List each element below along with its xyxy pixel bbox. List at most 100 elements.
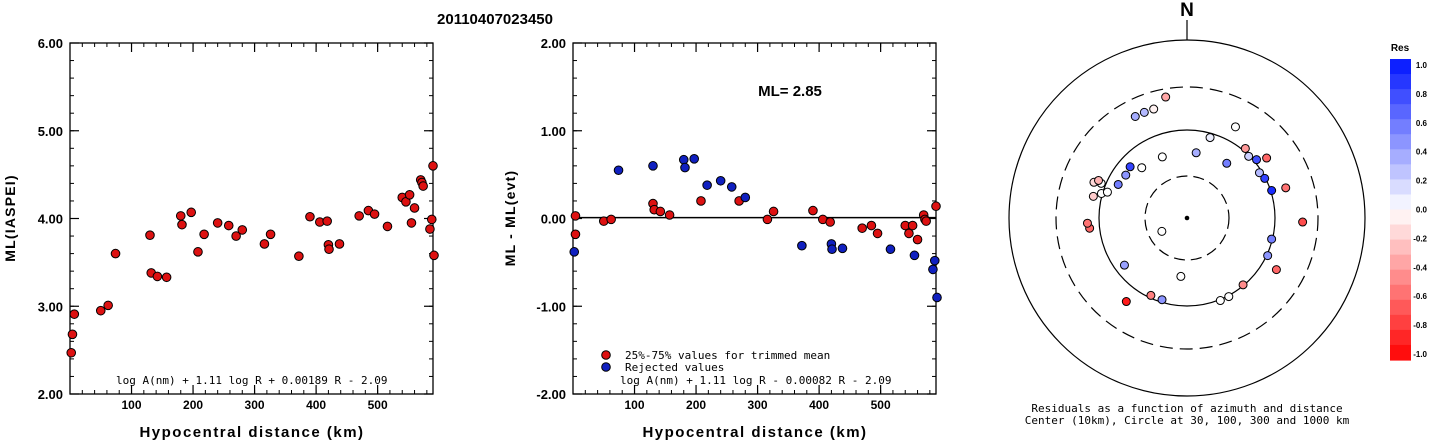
station-marker <box>1240 143 1250 153</box>
station-marker <box>1281 183 1291 193</box>
x-tick-label: 300 <box>748 398 768 412</box>
y-tick-label: 2.00 <box>38 387 63 402</box>
formula-label: log A(nm) + 1.11 log R + 0.00189 R - 2.0… <box>116 374 388 387</box>
data-point <box>921 216 931 226</box>
colorbar-title: Res <box>1391 43 1410 54</box>
tick-marks <box>70 42 433 395</box>
x-axis-label: Hypocentral distance (km) <box>642 424 867 441</box>
x-tick-label: 200 <box>686 398 706 412</box>
station-marker <box>1271 265 1281 275</box>
station-marker <box>1238 280 1248 290</box>
station-marker <box>1260 173 1270 183</box>
colorbar-tick-label: -0.4 <box>1413 263 1427 272</box>
colorbar-tick-label: -0.2 <box>1413 234 1427 243</box>
x-tick-labels: 100 200 300 400 500 <box>625 398 891 412</box>
station-marker <box>1161 92 1171 102</box>
data-point <box>678 154 689 165</box>
station-marker <box>1176 271 1186 281</box>
ml-annotation: ML= 2.85 <box>758 83 822 100</box>
station-marker <box>1157 295 1167 305</box>
y-tick-labels: 2.00 3.00 4.00 5.00 6.00 <box>38 36 63 402</box>
colorbar-tick-label: 0.2 <box>1416 177 1428 186</box>
station-marker <box>1205 133 1215 143</box>
data-point <box>161 272 172 283</box>
station-marker <box>1267 185 1277 195</box>
data-point <box>212 218 223 228</box>
data-point <box>103 300 113 311</box>
x-tick-label: 300 <box>245 398 265 412</box>
station-marker <box>1215 296 1225 306</box>
colorbar-cell <box>1390 134 1411 150</box>
data-point <box>702 180 712 190</box>
data-point <box>715 175 726 186</box>
station-marker <box>1137 163 1147 173</box>
x-tick-label: 500 <box>368 398 388 412</box>
data-point <box>827 244 837 255</box>
colorbar-cell <box>1390 239 1411 256</box>
data-point <box>740 192 751 203</box>
legend-label-rejected: Rejected values <box>625 361 724 374</box>
data-point <box>570 211 581 221</box>
residual-vs-distance-chart: -2.00 -1.00 0.00 1.00 2.00 100 200 300 400 500 M… <box>502 36 942 441</box>
station-marker <box>1298 217 1308 227</box>
data-point <box>322 216 332 226</box>
y-tick-label: -2.00 <box>536 387 566 402</box>
colorbar-cell <box>1390 119 1411 135</box>
data-point <box>95 305 106 316</box>
colorbar-tick-label: 0.4 <box>1416 148 1428 157</box>
data-point <box>696 196 706 206</box>
tick-marks <box>573 42 936 395</box>
data-point <box>324 244 334 255</box>
data-point <box>904 228 914 239</box>
y-axis-label: ML(IASPEI) <box>2 174 18 261</box>
y-tick-label: 4.00 <box>38 212 63 227</box>
map-caption-line1: Residuals as a function of azimuth and d… <box>1031 402 1342 415</box>
colorbar-cell <box>1390 164 1411 180</box>
station-marker <box>1113 179 1123 189</box>
ring-1000km <box>1008 39 1366 397</box>
data-point <box>655 206 666 217</box>
y-tick-label: 1.00 <box>541 124 566 139</box>
station-marker <box>1267 234 1277 244</box>
data-point <box>885 244 896 255</box>
y-tick-labels: -2.00 -1.00 0.00 1.00 2.00 <box>536 36 566 402</box>
data-point <box>680 162 690 173</box>
x-tick-labels: 100 200 300 400 500 <box>122 398 388 412</box>
colorbar-tick-label: -0.8 <box>1413 321 1427 330</box>
station-marker <box>1102 187 1112 197</box>
station-marker <box>1263 251 1273 261</box>
colorbar-cell <box>1390 209 1411 226</box>
data-point <box>768 206 779 217</box>
y-tick-label: 3.00 <box>38 299 63 314</box>
station-marker <box>1157 152 1167 162</box>
data-point <box>866 220 877 231</box>
data-point <box>912 234 923 245</box>
colorbar-cell <box>1390 344 1411 361</box>
colorbar-cell <box>1390 224 1411 241</box>
colorbar-cell <box>1390 89 1411 105</box>
data-point <box>664 210 675 220</box>
colorbar-cell <box>1390 104 1411 120</box>
colorbar-cell <box>1390 194 1411 211</box>
residual-colorbar: Res 1.0 0.8 0.6 0.4 0.2 0.0 -0.2 -0.4 -0.6 -0.8 -1… <box>1390 43 1428 361</box>
station-marker <box>1149 104 1159 114</box>
station-marker <box>1191 148 1201 158</box>
x-tick-label: 100 <box>122 398 142 412</box>
data-point <box>872 228 883 239</box>
legend-marker-rejected <box>601 362 611 372</box>
y-tick-label: 0.00 <box>541 212 566 227</box>
station-marker <box>1082 218 1092 228</box>
colorbar-tick-label: 0.0 <box>1416 206 1428 215</box>
y-tick-label: 5.00 <box>38 124 63 139</box>
data-points <box>66 161 439 358</box>
data-point <box>726 182 737 192</box>
residual-azimuth-map: N Residuals as a function of azimuth and… <box>1008 0 1366 427</box>
colorbar-tick-label: 1.0 <box>1416 61 1428 70</box>
data-point <box>909 250 920 261</box>
data-point <box>259 239 270 249</box>
station-marker <box>1119 260 1129 270</box>
station-marker <box>1254 168 1264 178</box>
data-point <box>66 347 77 358</box>
colorbar-tick-label: -0.6 <box>1413 292 1427 301</box>
